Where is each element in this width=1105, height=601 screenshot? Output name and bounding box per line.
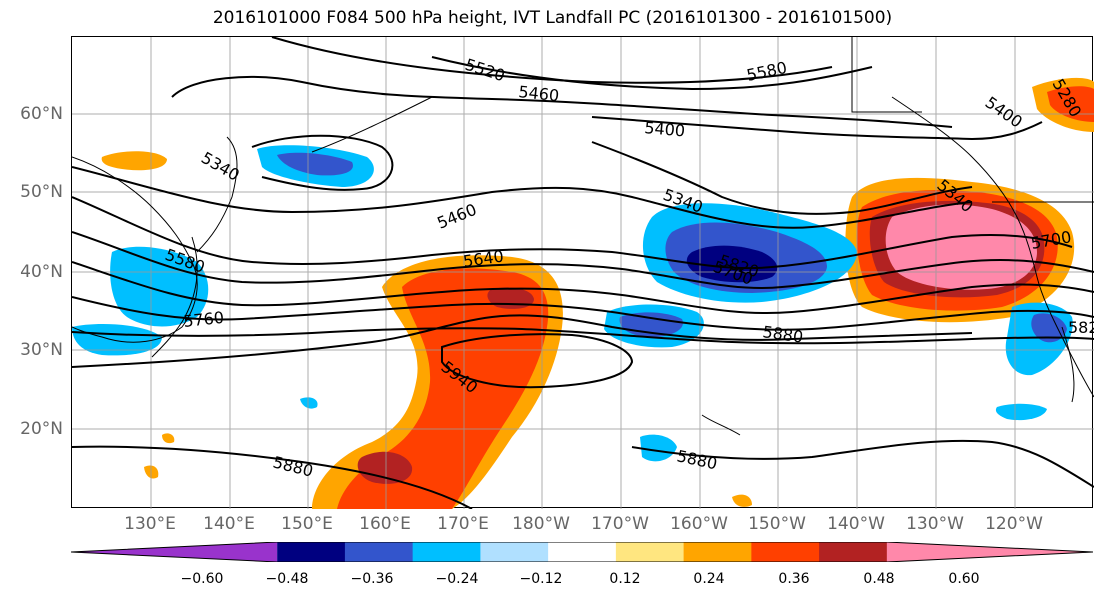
contour-label: 5820 — [1068, 318, 1094, 337]
colorbar-segment — [71, 542, 278, 562]
alaska-border — [851, 37, 922, 113]
north-orange — [101, 151, 167, 171]
west-blue-1 — [110, 246, 209, 327]
contour-label: 5580 — [745, 58, 789, 85]
lon-label: 170°W — [591, 514, 649, 534]
lon-label: 130°E — [124, 514, 176, 534]
colorbar-tick: 0.24 — [693, 571, 725, 587]
height-contours — [72, 37, 1094, 509]
colorbar-tick: −0.12 — [519, 571, 563, 587]
colorbar-segment — [751, 542, 820, 562]
contour-label: 5520 — [463, 55, 508, 86]
hawaii-islands — [701, 414, 741, 436]
west-blue-2 — [72, 324, 162, 356]
asia-coast — [72, 156, 198, 343]
lon-label: 150°E — [281, 514, 333, 534]
colorbar-tick: 0.60 — [948, 571, 980, 587]
colorbar-segment — [480, 542, 549, 562]
contour-5580-mid — [72, 196, 1073, 270]
lat-label-50n: 50°N — [20, 182, 63, 202]
colorbar-segment — [886, 542, 1093, 562]
map-title: 2016101000 F084 500 hPa height, IVT Land… — [212, 8, 893, 28]
colorbar-segment — [683, 542, 752, 562]
contour-5700 — [72, 261, 1094, 315]
ivt-shading — [72, 77, 1094, 509]
small-blue-3 — [300, 397, 318, 409]
graticule — [72, 37, 1094, 509]
contour-5640 — [72, 231, 1094, 289]
contour-5580 — [431, 56, 873, 91]
contour-5520 — [271, 37, 833, 84]
colorbar-tick: 0.48 — [863, 571, 895, 587]
colorbar-segment — [819, 542, 888, 562]
colorbar-segment — [277, 542, 346, 562]
contour-5400 — [591, 116, 1043, 141]
contour-5940 — [441, 333, 634, 389]
positive-anomaly-core — [885, 204, 1037, 290]
lon-label: 130°W — [906, 514, 964, 534]
contour-label: 5880 — [675, 446, 719, 473]
colorbar-segments — [71, 542, 1093, 562]
contour-label: 5880 — [271, 452, 315, 480]
map-area: 5520 5580 5460 5400 5340 5340 5460 5580 … — [71, 36, 1094, 509]
contour-5880-south — [72, 445, 473, 509]
contour-5340-east — [591, 141, 973, 215]
colorbar-tick: −0.60 — [180, 571, 224, 587]
contour-label: 5400 — [644, 118, 686, 140]
colorbar-segment — [412, 542, 481, 562]
contour-label: 5460 — [518, 82, 560, 105]
kamchatka-coast — [196, 136, 238, 253]
colorbar — [71, 542, 1093, 562]
ne-red — [1047, 86, 1094, 122]
colorbar-segment — [615, 542, 685, 562]
lon-label: 120°W — [985, 514, 1043, 534]
colorbar-tick: −0.36 — [350, 571, 394, 587]
aleutian-chain — [311, 96, 433, 153]
colorbar-segment — [344, 542, 414, 562]
baja-coast — [1061, 326, 1075, 403]
coast-blue-inner — [1031, 313, 1067, 343]
contour-label: 5760 — [182, 308, 224, 331]
north-america-coast — [891, 96, 1094, 398]
colorbar-tick: −0.48 — [265, 571, 309, 587]
small-blue-1 — [995, 403, 1047, 421]
colorbar-segment — [548, 542, 617, 562]
contour-5880 — [72, 314, 973, 368]
contour-5340-west — [251, 134, 394, 191]
contour-5820 — [72, 327, 1094, 345]
small-orange-2 — [162, 433, 175, 444]
contour-label: 5460 — [434, 200, 479, 233]
japan-coast — [151, 236, 198, 358]
map-canvas: 5520 5580 5460 5400 5340 5340 5460 5580 … — [72, 37, 1094, 509]
lon-label: 170°E — [437, 514, 489, 534]
small-orange-3 — [732, 494, 752, 507]
lon-label: 160°E — [359, 514, 411, 534]
colorbar-tick: 0.12 — [609, 571, 641, 587]
lat-label-40n: 40°N — [20, 262, 63, 282]
red-blob-2 — [357, 451, 413, 484]
contour-5460 — [171, 76, 953, 128]
negative-anomaly-core — [686, 245, 778, 283]
north-blue-inner — [277, 152, 353, 176]
lat-label-20n: 20°N — [20, 419, 63, 439]
lon-label: 180°W — [512, 514, 570, 534]
lat-label-30n: 30°N — [20, 340, 63, 360]
lon-label: 140°E — [203, 514, 255, 534]
lon-label: 150°W — [748, 514, 806, 534]
colorbar-tick: −0.24 — [435, 571, 479, 587]
small-blue-2 — [640, 434, 677, 462]
contour-5880-south-east — [631, 439, 1094, 488]
colorbar-tick: 0.36 — [778, 571, 810, 587]
lat-label-60n: 60°N — [20, 104, 63, 124]
lon-label: 160°W — [670, 514, 728, 534]
lon-label: 140°W — [827, 514, 885, 534]
contour-label: 5400 — [982, 93, 1026, 132]
contour-5760 — [72, 296, 1094, 331]
coastlines — [72, 37, 1094, 436]
contour-5460-mid — [72, 166, 973, 229]
